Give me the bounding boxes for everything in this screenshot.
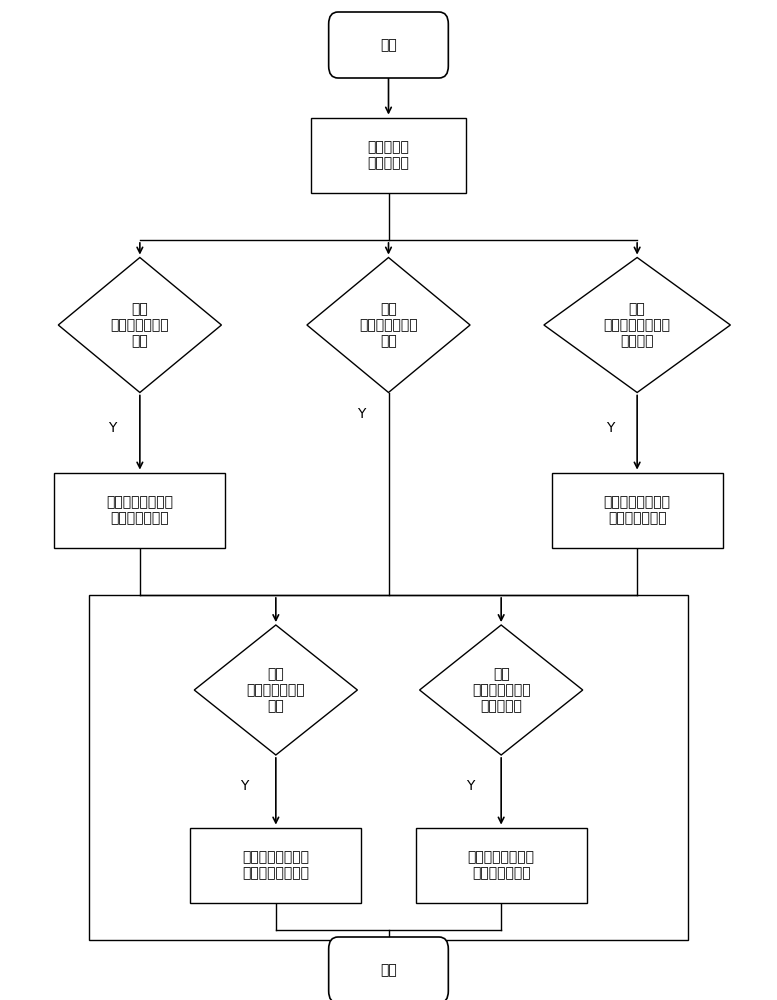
- Text: 左右
后轮转速均有错
误？: 左右 后轮转速均有错 误？: [359, 302, 418, 348]
- Text: 左右
后轮转速均无错
误？: 左右 后轮转速均无错 误？: [110, 302, 169, 348]
- Polygon shape: [420, 625, 583, 755]
- Text: Y: Y: [109, 420, 117, 434]
- Text: Y: Y: [241, 779, 249, 793]
- Text: 采用两前后轮转速
对应车速的平均值: 采用两前后轮转速 对应车速的平均值: [242, 850, 309, 880]
- Polygon shape: [307, 257, 470, 392]
- Text: Y: Y: [466, 779, 474, 793]
- Polygon shape: [58, 257, 221, 392]
- Polygon shape: [544, 257, 730, 392]
- Text: Y: Y: [357, 408, 365, 422]
- Text: 采用未出错的后轮
转速对应的车速: 采用未出错的后轮 转速对应的车速: [604, 495, 671, 525]
- Polygon shape: [194, 625, 357, 755]
- Text: 开始: 开始: [380, 963, 397, 977]
- Text: 采用两后轮转速对
应车速的平均值: 采用两后轮转速对 应车速的平均值: [106, 495, 173, 525]
- FancyBboxPatch shape: [329, 937, 448, 1000]
- Text: 检查车轮转
速错误状态: 检查车轮转 速错误状态: [368, 140, 409, 170]
- FancyBboxPatch shape: [329, 12, 448, 78]
- Text: 左右
前轮转速其中之
一有错误？: 左右 前轮转速其中之 一有错误？: [472, 667, 531, 713]
- Text: 开始: 开始: [380, 38, 397, 52]
- Bar: [89, 595, 688, 940]
- Bar: [54, 473, 225, 548]
- Text: 左右
后轮转速其中之一
有错误？: 左右 后轮转速其中之一 有错误？: [604, 302, 671, 348]
- Bar: [311, 117, 466, 192]
- Text: 采用未出错的前轮
转速对应的车速: 采用未出错的前轮 转速对应的车速: [468, 850, 535, 880]
- Bar: [416, 828, 587, 902]
- Text: Y: Y: [606, 420, 614, 434]
- Text: 左右
前轮转速均无错
误？: 左右 前轮转速均无错 误？: [246, 667, 305, 713]
- Bar: [190, 828, 361, 902]
- Bar: [552, 473, 723, 548]
